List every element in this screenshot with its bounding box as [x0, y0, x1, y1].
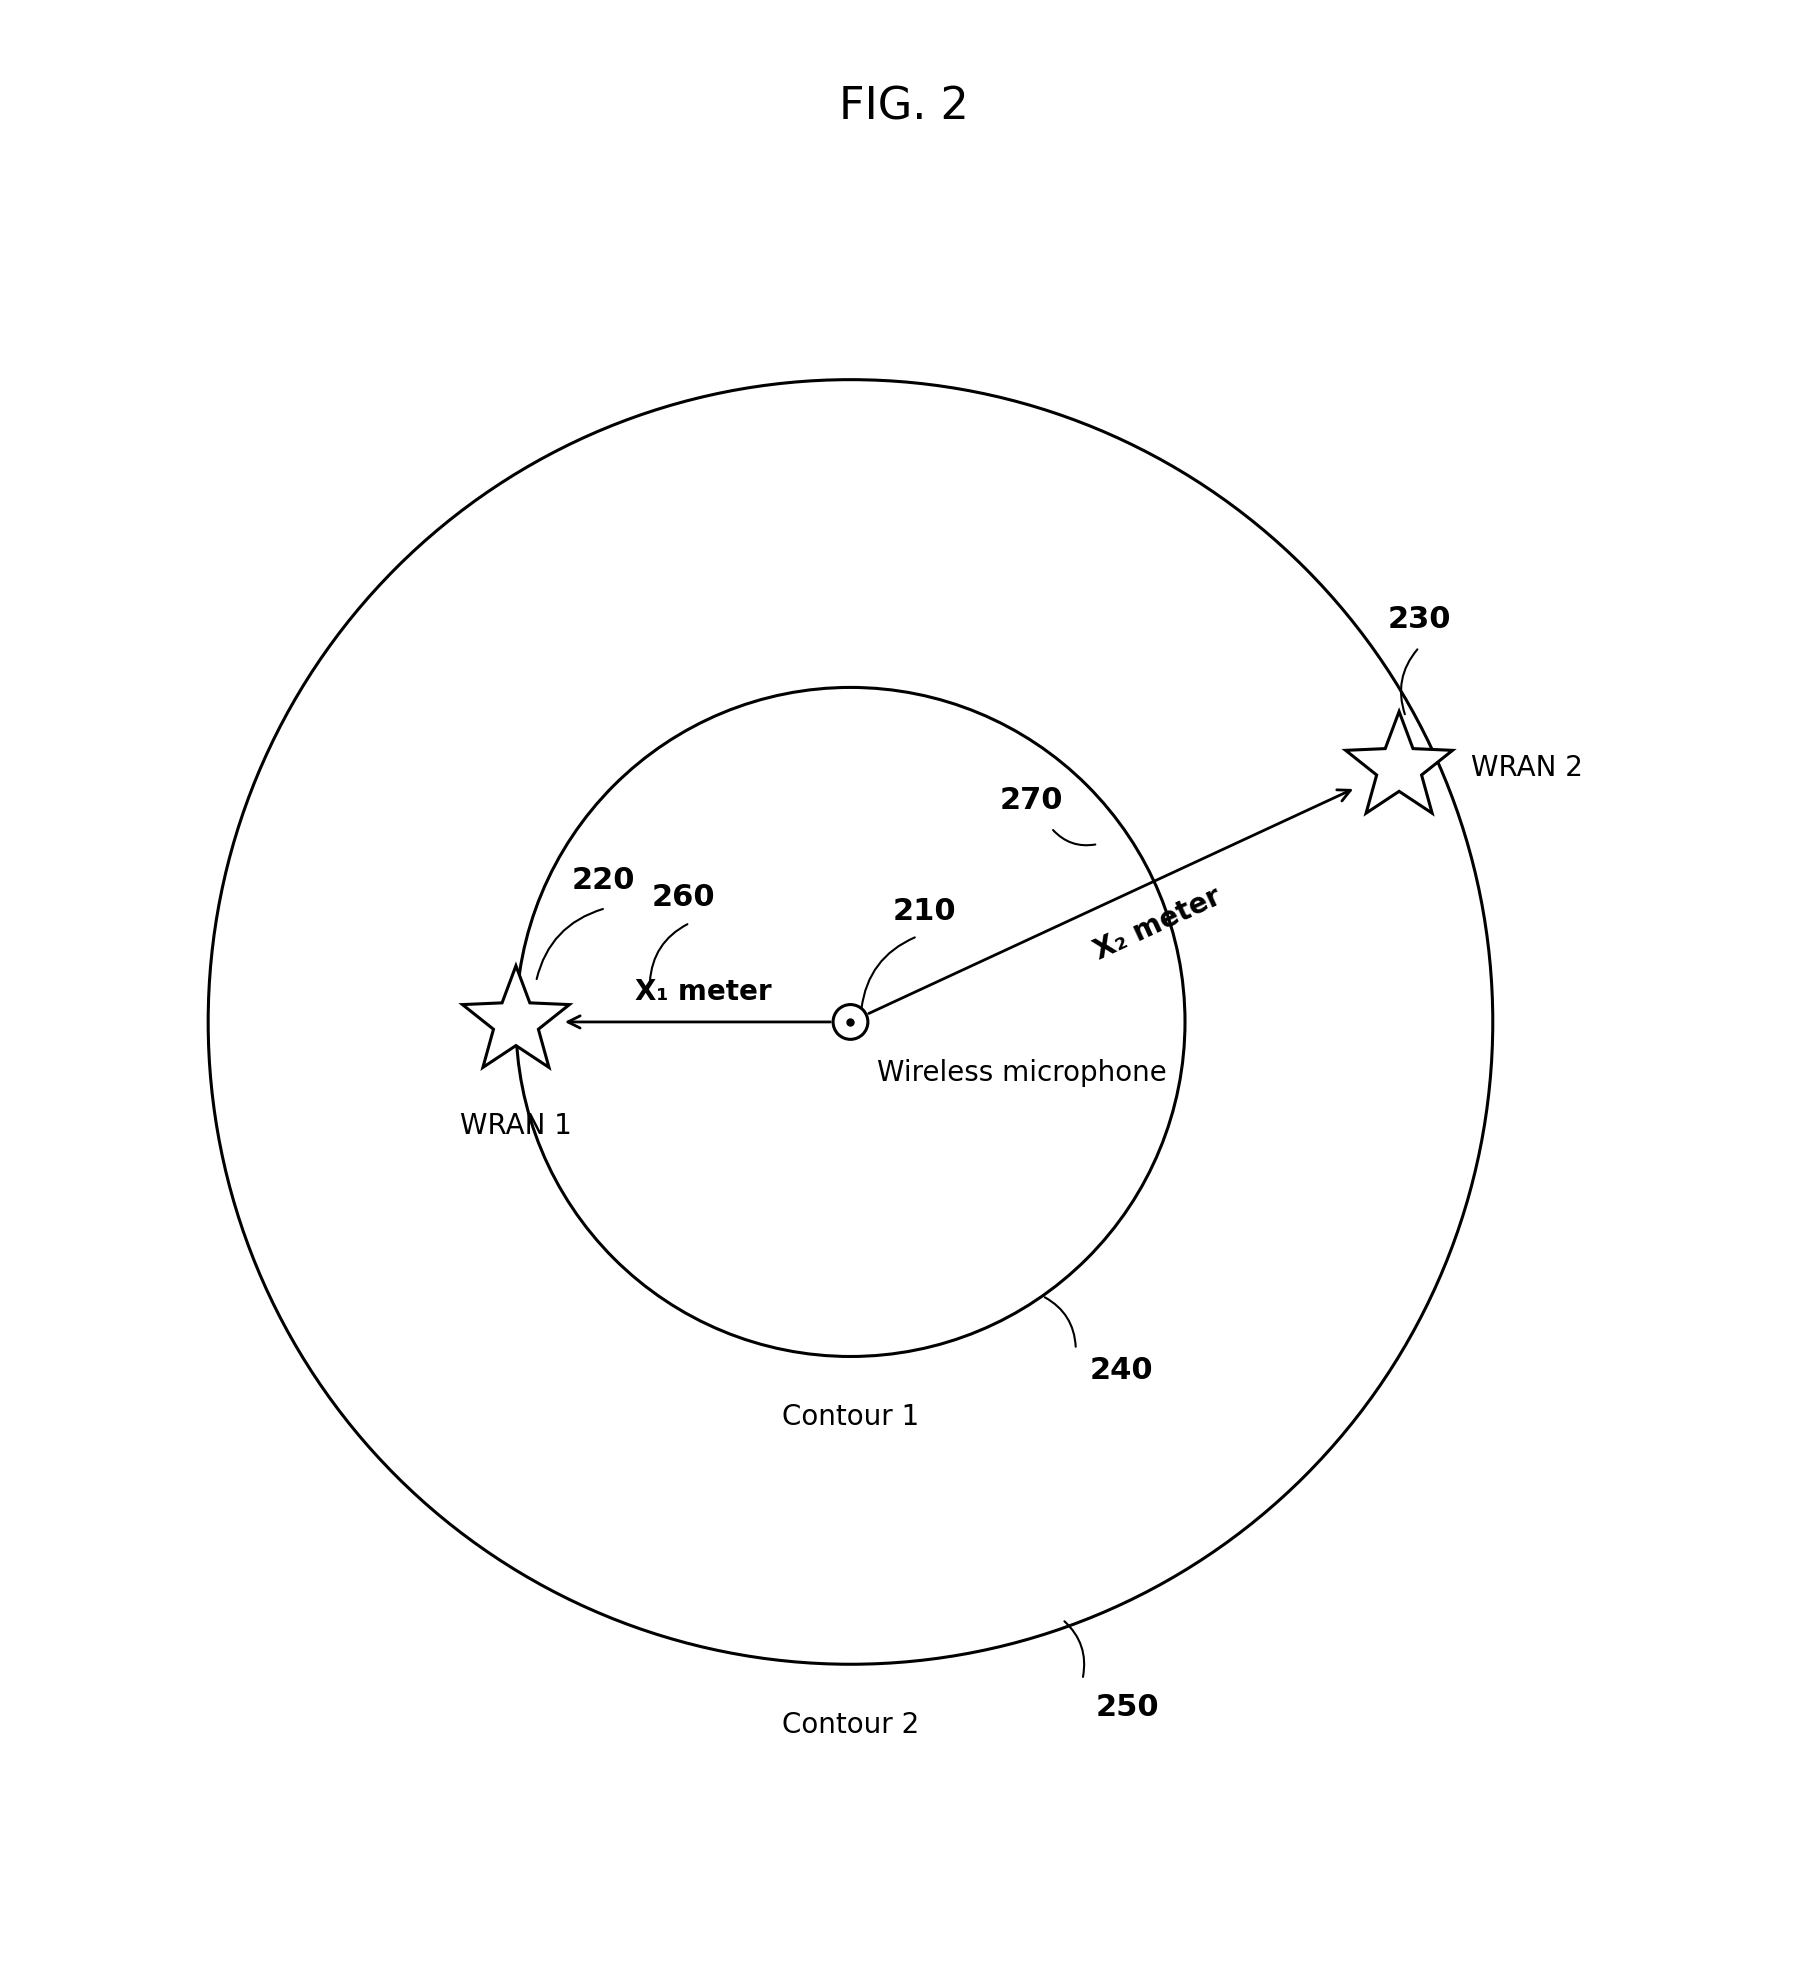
Text: Contour 2: Contour 2 [781, 1710, 918, 1740]
Text: 220: 220 [571, 866, 634, 896]
Text: 270: 270 [999, 785, 1063, 815]
Text: 230: 230 [1386, 605, 1451, 635]
Text: 250: 250 [1095, 1692, 1158, 1722]
Text: 260: 260 [651, 884, 714, 911]
Text: X₂ meter: X₂ meter [1090, 882, 1225, 965]
Polygon shape [463, 965, 569, 1068]
Text: 240: 240 [1088, 1356, 1153, 1386]
Text: 210: 210 [893, 898, 956, 925]
Text: WRAN 1: WRAN 1 [459, 1111, 571, 1139]
Text: Contour 1: Contour 1 [781, 1404, 918, 1431]
Text: X₁ meter: X₁ meter [634, 979, 772, 1006]
Circle shape [833, 1004, 867, 1040]
Text: WRAN 2: WRAN 2 [1471, 753, 1583, 781]
Text: Wireless microphone: Wireless microphone [876, 1060, 1166, 1087]
Text: FIG. 2: FIG. 2 [838, 85, 969, 129]
Polygon shape [1344, 712, 1451, 813]
